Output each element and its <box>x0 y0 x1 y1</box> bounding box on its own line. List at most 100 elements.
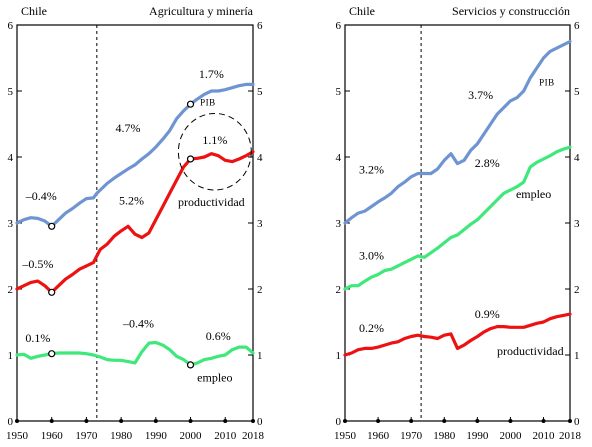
x-tick-dot <box>223 419 228 423</box>
growth-rate-label: –0.5% <box>21 257 53 271</box>
y-tick-label-right: 5 <box>257 86 263 98</box>
y-tick-label-right: 2 <box>574 284 580 296</box>
growth-rate-label: 3.7% <box>468 88 493 102</box>
growth-rate-label: –0.4% <box>122 316 154 330</box>
x-tick-label: 1960 <box>41 430 64 442</box>
x-tick-label: 1950 <box>334 430 357 442</box>
y-tick-label-right: 2 <box>257 284 263 296</box>
series-label-empleo: empleo <box>516 187 551 201</box>
panel-agricultura-mineria: 0 0 1 1 2 2 3 3 4 4 5 5 6 6 1950 1960 1970 1980 1990 2000 20… <box>6 4 265 442</box>
y-tick-label-right: 3 <box>574 218 580 230</box>
series-label-pib: PIB <box>539 78 555 88</box>
panel-title: Agricultura y minería <box>149 4 254 18</box>
growth-rate-label: –0.4% <box>25 189 57 203</box>
y-tick-label-left: 5 <box>336 86 342 98</box>
y-tick-label-left: 2 <box>336 284 342 296</box>
y-tick-label-right: 4 <box>574 152 580 164</box>
growth-rate-label: 1.1% <box>202 133 227 147</box>
plot-frame <box>344 24 571 422</box>
x-tick-label: 2010 <box>214 430 237 442</box>
growth-rate-label: 0.6% <box>206 329 231 343</box>
x-tick-dot <box>541 419 546 423</box>
period-marker <box>48 350 56 358</box>
period-marker <box>186 155 195 163</box>
x-tick-label: 1950 <box>6 430 29 442</box>
x-tick-dot <box>119 419 124 423</box>
y-tick-label-left: 4 <box>8 152 14 164</box>
series-line-productividad <box>15 150 255 294</box>
x-tick-dot <box>409 419 414 423</box>
x-tick-label: 2010 <box>533 430 556 442</box>
growth-rate-label: 2.8% <box>475 156 500 170</box>
series-label-productividad: productividad <box>178 195 245 209</box>
x-tick-dot <box>475 419 480 423</box>
growth-rate-label: 3.2% <box>359 163 384 177</box>
period-marker <box>48 222 56 230</box>
series-line-pib <box>343 39 572 225</box>
growth-rate-label: 0.9% <box>475 307 500 321</box>
x-tick-dot <box>251 419 255 423</box>
y-tick-label-right: 6 <box>574 20 580 32</box>
y-tick-label-right: 1 <box>257 350 263 362</box>
highlight-ellipse <box>177 112 252 191</box>
period-marker <box>186 100 195 108</box>
growth-rate-label: 0.1% <box>25 331 50 345</box>
x-tick-label: 1970 <box>75 430 98 442</box>
y-tick-label-left: 1 <box>336 350 342 362</box>
y-tick-label-right: 4 <box>257 152 263 164</box>
period-marker <box>186 361 195 369</box>
series-label-empleo: empleo <box>197 370 232 384</box>
x-tick-dot <box>49 419 54 423</box>
period-marker <box>48 288 56 296</box>
x-tick-dot <box>188 419 193 423</box>
panel-title: Servicios y construcción <box>452 4 570 18</box>
series-line-productividad <box>343 312 572 357</box>
growth-rate-label: 0.2% <box>359 321 384 335</box>
x-tick-label: 2000 <box>180 430 203 442</box>
x-tick-dot <box>376 419 381 423</box>
y-tick-label-left: 0 <box>8 416 14 428</box>
y-tick-label-right: 5 <box>574 86 580 98</box>
y-tick-label-left: 1 <box>8 350 14 362</box>
y-tick-label-right: 0 <box>574 416 580 428</box>
x-tick-label: 2000 <box>499 430 522 442</box>
x-tick-label: 2018 <box>242 430 265 442</box>
y-tick-label-left: 0 <box>336 416 342 428</box>
panel-country: Chile <box>349 4 375 18</box>
y-tick-label-right: 1 <box>574 350 580 362</box>
series-line-empleo <box>343 145 572 291</box>
y-tick-label-left: 3 <box>336 218 342 230</box>
y-tick-label-right: 3 <box>257 218 263 230</box>
growth-rate-label: 1.7% <box>199 67 224 81</box>
x-tick-label: 1990 <box>466 430 489 442</box>
series-line-empleo <box>15 340 255 367</box>
y-tick-label-left: 6 <box>8 20 14 32</box>
x-tick-label: 1970 <box>400 430 423 442</box>
y-tick-label-right: 0 <box>257 416 263 428</box>
x-tick-dot <box>508 419 513 423</box>
x-tick-label: 1990 <box>145 430 168 442</box>
x-tick-dot <box>153 419 158 423</box>
y-tick-label-right: 6 <box>257 20 263 32</box>
y-tick-label-left: 5 <box>8 86 14 98</box>
y-tick-label-left: 4 <box>336 152 342 164</box>
x-tick-dot <box>84 419 89 423</box>
x-tick-dot <box>568 419 572 423</box>
panel-servicios-construccion: 0 0 1 1 2 2 3 3 4 4 5 5 6 6 1950 1960 1970 1980 1990 2000 20… <box>334 4 582 442</box>
y-tick-label-left: 6 <box>336 20 342 32</box>
x-tick-dot <box>343 419 347 423</box>
x-tick-label: 2018 <box>559 430 582 442</box>
x-tick-dot <box>15 419 19 423</box>
growth-rate-label: 4.7% <box>116 121 141 135</box>
x-tick-label: 1980 <box>110 430 133 442</box>
y-tick-label-left: 2 <box>8 284 14 296</box>
series-label-pib: PIB <box>200 98 216 108</box>
growth-rate-label: 3.0% <box>359 248 384 262</box>
series-line-pib <box>15 82 255 228</box>
series-label-productividad: productividad <box>497 344 564 358</box>
y-tick-label-left: 3 <box>8 218 14 230</box>
x-tick-dot <box>442 419 447 423</box>
panel-country: Chile <box>21 4 47 18</box>
x-tick-label: 1980 <box>433 430 456 442</box>
